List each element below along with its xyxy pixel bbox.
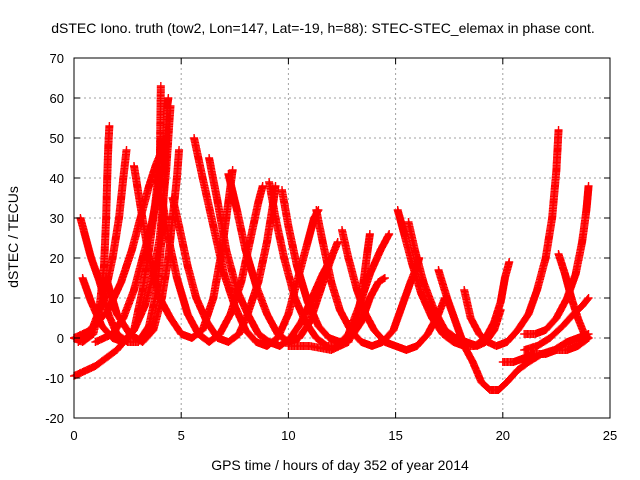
y-tick-label: 10 [50,291,64,306]
y-tick-labels: -20 -10 0 10 20 30 40 50 60 70 [45,51,64,426]
x-tick-label: 25 [603,428,617,443]
series-arc-19 [284,230,374,354]
series-marker-path [284,230,374,354]
y-tick-label: 0 [57,331,64,346]
plot-frame [73,57,611,419]
series-marker-path [312,206,424,350]
y-tick-label: 30 [50,211,64,226]
series-arc-27 [520,294,593,354]
x-tick-label: 0 [70,428,77,443]
series-arc-23 [460,126,563,350]
x-tick-label: 20 [496,428,510,443]
grid-lines [74,58,610,418]
series-marker-path [498,334,593,366]
series-marker-path [130,162,237,342]
chart-title: dSTEC Iono. truth (tow2, Lon=147, Lat=-1… [51,20,595,36]
y-tick-label: 70 [50,51,64,66]
axis-ticks [73,57,611,419]
y-tick-label: 50 [50,131,64,146]
x-tick-label: 10 [281,428,295,443]
y-tick-label: 20 [50,251,64,266]
y-tick-label: -10 [45,371,64,386]
series-marker-path [520,182,593,338]
y-tick-label: -20 [45,411,64,426]
series-marker-path [460,126,563,350]
y-tick-label: 40 [50,171,64,186]
series-arc-24 [498,334,593,366]
x-tick-labels: 0 5 10 15 20 25 [70,428,617,443]
y-axis-label: dSTEC / TECUs [5,186,21,288]
series-marker-path [520,294,593,354]
x-tick-label: 15 [388,428,402,443]
x-tick-label: 5 [178,428,185,443]
x-axis-label: GPS time / hours of day 352 of year 2014 [211,457,469,473]
series-arc-9 [130,162,237,342]
data-markers [70,82,593,394]
y-tick-label: 60 [50,91,64,106]
series-arc-17 [312,206,424,350]
series-arc-26 [520,182,593,338]
